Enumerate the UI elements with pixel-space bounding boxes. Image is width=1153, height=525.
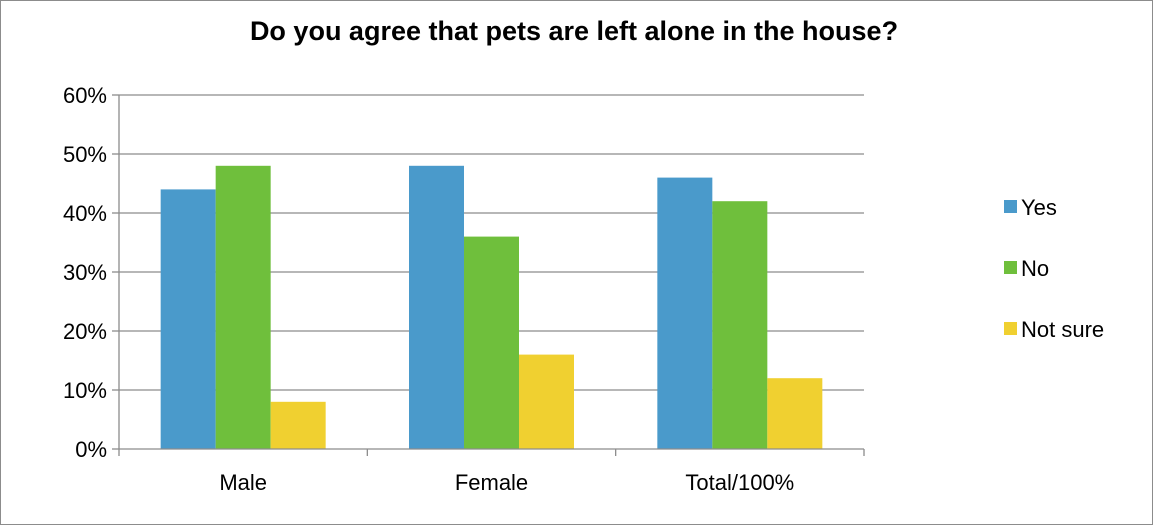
x-axis: Male Female Total/100%	[118, 448, 865, 495]
legend: Yes No Not sure	[1004, 195, 1104, 342]
legend-swatch	[1004, 322, 1017, 335]
y-tick-label: 50%	[63, 142, 107, 167]
bar-not-sure-male	[270, 401, 326, 449]
bar-no-total-100-	[712, 201, 768, 449]
bar-no-male	[215, 165, 271, 450]
bar-yes-total-100-	[657, 177, 713, 449]
bar-not-sure-total-100-	[767, 378, 823, 449]
y-tick-label: 0%	[75, 437, 107, 462]
x-tick-label: Total/100%	[685, 470, 794, 495]
legend-swatch	[1004, 200, 1017, 213]
y-axis: 0% 10% 20% 30% 40% 50% 60%	[63, 83, 120, 462]
legend-label: Not sure	[1021, 317, 1104, 342]
y-tick-label: 10%	[63, 378, 107, 403]
legend-swatch	[1004, 261, 1017, 274]
y-tick-label: 30%	[63, 260, 107, 285]
bar-yes-male	[160, 189, 216, 449]
x-tick-label: Female	[455, 470, 528, 495]
y-tick-label: 60%	[63, 83, 107, 108]
legend-label: No	[1021, 256, 1049, 281]
bar-yes-female	[409, 165, 464, 450]
legend-label: Yes	[1021, 195, 1057, 220]
x-tick-label: Male	[219, 470, 267, 495]
y-tick-label: 20%	[63, 319, 107, 344]
chart-title: Do you agree that pets are left alone in…	[250, 16, 898, 46]
bar-not-sure-female	[519, 354, 574, 449]
y-tick-label: 40%	[63, 201, 107, 226]
bar-no-female	[464, 236, 519, 449]
bars	[160, 165, 823, 450]
